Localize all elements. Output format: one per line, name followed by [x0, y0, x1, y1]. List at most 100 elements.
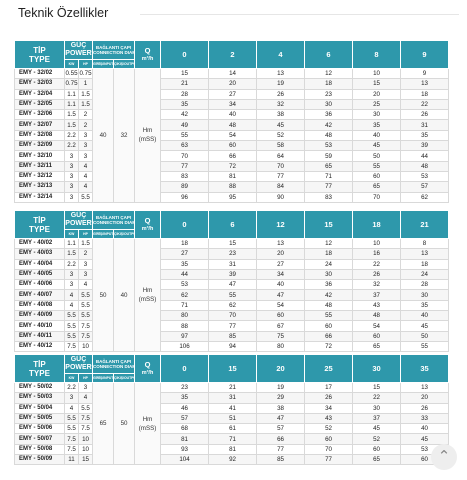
head-value-cell: 84: [256, 181, 306, 193]
head-value-cell: 38: [256, 402, 306, 414]
model-cell: EMY - 32/04: [14, 88, 65, 100]
table-row: EMY - 40/12 7.5 10 106 94 80 72 65 55: [14, 340, 450, 353]
head-value-cell: 30: [304, 268, 354, 281]
table-row: EMY - 50/02 2.2 3 65 50 Hm (mSS) 23 21 19 17 15 13: [14, 381, 450, 466]
table-row: EMY - 40/05 3 3 44 39 34 30 26 24: [14, 268, 450, 281]
head-value-cell: 89: [160, 181, 210, 193]
hp-cell: 3: [77, 140, 94, 152]
hp-cell: 2: [77, 109, 94, 121]
flow-header: 18: [352, 210, 402, 239]
flow-header: 2: [208, 40, 258, 69]
kw-cell: 3: [64, 392, 79, 404]
head-value-cell: 60: [352, 170, 402, 183]
head-value-cell: 66: [256, 433, 306, 445]
head-value-cell: 52: [256, 129, 306, 142]
head-value-cell: 24: [400, 268, 450, 281]
hp-cell: 3: [77, 129, 94, 142]
head-value-cell: 48: [352, 310, 402, 322]
kw-cell: 4: [64, 289, 79, 301]
head-value-cell: 23: [304, 88, 354, 100]
hp-cell: 5.5: [77, 289, 94, 301]
head-value-cell: 97: [160, 330, 210, 342]
kw-header: KW: [64, 59, 79, 69]
hp-cell: 2: [77, 248, 94, 260]
head-value-cell: 13: [256, 67, 306, 80]
head-value-cell: 70: [208, 310, 258, 322]
head-value-cell: 19: [256, 381, 306, 394]
output-header: ÇIKIŞ/OUTPUT: [113, 373, 136, 383]
table-row: EMY - 40/07 4 5.5 62 55 47 42 37 30: [14, 289, 450, 301]
hp-cell: 7.5: [77, 423, 94, 435]
model-cell: EMY - 40/11: [14, 330, 65, 342]
head-value-cell: 77: [208, 320, 258, 332]
kw-cell: 1.1: [64, 237, 79, 250]
table-row: EMY - 32/13 3 4 89 88 84 77 65 57: [14, 181, 450, 193]
table-row: EMY - 32/05 1.1 1.5 35 34 32 30 25 22: [14, 98, 450, 111]
hp-cell: 2: [77, 119, 94, 131]
table-row: EMY - 40/03 1.5 2 27 23 20 18 16 13: [14, 248, 450, 260]
flow-header: 30: [352, 354, 402, 383]
table-row: EMY - 50/09 11 15 104 92 85 77 65 60: [14, 454, 450, 466]
head-value-cell: 52: [304, 423, 354, 435]
hp-cell: 3: [77, 258, 94, 270]
head-value-cell: 60: [352, 330, 402, 342]
head-value-cell: 29: [256, 392, 306, 404]
model-cell: EMY - 32/03: [14, 78, 65, 90]
hp-cell: 3: [77, 381, 94, 394]
head-value-cell: 31: [208, 258, 258, 270]
head-value-cell: 10: [352, 237, 402, 250]
model-cell: EMY - 32/11: [14, 160, 65, 172]
kw-cell: 1.1: [64, 98, 79, 111]
head-value-cell: 27: [160, 248, 210, 260]
head-value-cell: 63: [160, 140, 210, 152]
head-value-cell: 94: [208, 340, 258, 353]
head-value-cell: 104: [160, 454, 210, 466]
head-value-cell: 37: [352, 289, 402, 301]
model-cell: EMY - 50/03: [14, 392, 65, 404]
table-row: EMY - 32/07 1.5 2 49 48 45 42 35 31: [14, 119, 450, 131]
flow-header: 0: [160, 40, 210, 69]
head-value-cell: 65: [352, 454, 402, 466]
spec-table: TİP TYPE GÜÇ POWER BAĞLANTI ÇAPI CONNECTION D…: [14, 210, 450, 353]
head-value-cell: 45: [352, 423, 402, 435]
head-value-cell: 24: [304, 258, 354, 270]
head-value-cell: 23: [160, 381, 210, 394]
scroll-top-button[interactable]: ⌃: [431, 444, 457, 470]
head-value-cell: 62: [160, 289, 210, 301]
head-value-cell: 72: [304, 340, 354, 353]
head-value-cell: 13: [400, 248, 450, 260]
head-value-cell: 77: [256, 170, 306, 183]
head-value-cell: 55: [160, 129, 210, 142]
hp-cell: 5.5: [77, 191, 94, 203]
head-value-cell: 17: [304, 381, 354, 394]
head-value-cell: 32: [256, 98, 306, 111]
head-value-cell: 27: [256, 258, 306, 270]
head-value-cell: 28: [160, 88, 210, 100]
model-cell: EMY - 32/14: [14, 191, 65, 203]
model-cell: EMY - 40/12: [14, 340, 65, 353]
head-value-cell: 81: [208, 170, 258, 183]
head-value-cell: 48: [400, 160, 450, 172]
head-value-cell: 44: [400, 150, 450, 162]
model-cell: EMY - 40/05: [14, 268, 65, 281]
model-cell: EMY - 40/06: [14, 279, 65, 291]
table-row: EMY - 32/02 0.55 0.75 40 32 Hm (mSS) 15 14 13 12 10…: [14, 67, 450, 203]
head-value-cell: 26: [304, 392, 354, 404]
head-value-cell: 54: [352, 320, 402, 332]
kw-cell: 11: [64, 454, 79, 466]
table-row: EMY - 32/14 3 5.5 96 95 90 83 70 62: [14, 191, 450, 203]
table-row: EMY - 40/02 1.1 1.5 50 40 Hm (mSS) 18 15 13 12 10 8: [14, 237, 450, 353]
head-value-cell: 41: [208, 402, 258, 414]
head-value-cell: 77: [304, 454, 354, 466]
kw-cell: 7.5: [64, 443, 79, 456]
head-value-cell: 92: [208, 454, 258, 466]
head-unit-cell: Hm (mSS): [134, 237, 162, 353]
head-value-cell: 85: [208, 330, 258, 342]
type-header: TİP TYPE: [14, 40, 65, 69]
head-value-cell: 53: [304, 140, 354, 152]
kw-cell: 2.2: [64, 258, 79, 270]
head-value-cell: 62: [400, 191, 450, 203]
head-value-cell: 30: [400, 289, 450, 301]
model-cell: EMY - 50/07: [14, 433, 65, 445]
head-value-cell: 34: [304, 402, 354, 414]
